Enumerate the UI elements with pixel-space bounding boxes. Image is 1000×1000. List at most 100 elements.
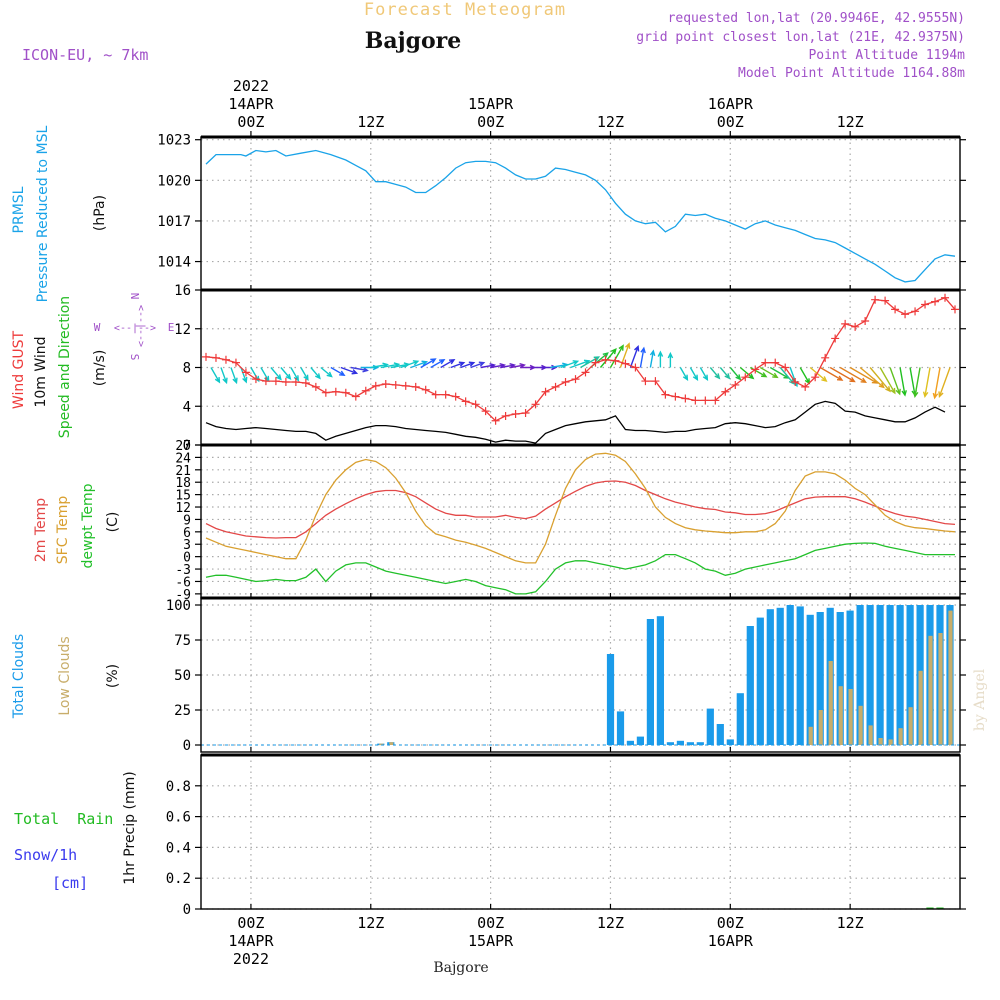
- cloud-label-low: Low Clouds: [57, 636, 73, 715]
- footer-station: Bajgore: [433, 960, 488, 976]
- precip-bars-total-rain: [926, 907, 944, 909]
- gust-marker: [201, 352, 210, 361]
- temp-side-labels: 2m Temp SFC Temp dewpt Temp (C): [33, 483, 121, 568]
- point-altitude: Point Altitude 1194m: [808, 48, 965, 63]
- wind-arrow: [922, 367, 931, 399]
- gust-marker: [911, 307, 920, 316]
- cloud-bar: [828, 661, 833, 745]
- gust-marker: [371, 381, 380, 390]
- top-axis-label: 12Z: [357, 113, 384, 131]
- wind-arrow: [340, 366, 359, 375]
- wind-yaxis: 0 4 8 12 16: [174, 283, 966, 454]
- cloud-bar: [736, 693, 744, 745]
- y-tick-label: 25: [174, 703, 191, 719]
- wind-arrow: [460, 361, 476, 369]
- cloud-bar: [918, 670, 923, 745]
- cloud-bar: [808, 726, 813, 745]
- gust-marker: [891, 305, 900, 314]
- gust-marker: [221, 355, 230, 364]
- wind-arrow: [859, 366, 885, 389]
- gust-marker: [901, 310, 910, 319]
- gust-marker: [621, 359, 630, 368]
- precip-panel: 0 0.2 0.4 0.6 0.8: [166, 753, 966, 918]
- gust-marker: [431, 390, 440, 399]
- bottom-axis-label: 00Z: [477, 914, 504, 932]
- precip-grid: [201, 755, 960, 910]
- bottom-axis-label: 14APR: [228, 932, 274, 950]
- y-tick-label: 50: [174, 668, 191, 684]
- bottom-axis-label: 12Z: [597, 914, 624, 932]
- cloud-bar: [686, 742, 694, 745]
- wind-arrow: [330, 366, 346, 377]
- gust-marker: [351, 392, 360, 401]
- wind-arrow: [689, 367, 699, 382]
- gust-markers: [201, 293, 960, 425]
- y-tick-label: 0.2: [166, 871, 191, 887]
- temperature-grid: [201, 444, 960, 598]
- compass-e: E: [168, 321, 175, 334]
- station-title: Bajgore: [365, 28, 461, 54]
- y-tick-label: 8: [183, 361, 191, 377]
- y-tick-label: 0.6: [166, 810, 191, 826]
- top-axis-label: 00Z: [237, 113, 264, 131]
- gust-marker: [681, 394, 690, 403]
- bottom-axis-label: 12Z: [357, 914, 384, 932]
- gust-marker: [951, 305, 960, 314]
- wind-arrow: [819, 366, 844, 381]
- gust-marker: [651, 377, 660, 386]
- cloud-bar: [766, 609, 774, 745]
- y-tick-label: 1014: [157, 255, 191, 271]
- cloud-bar: [786, 605, 794, 745]
- precip-label-snow: Snow/1h: [14, 846, 77, 864]
- wind-arrow: [679, 367, 689, 382]
- wind-arrow: [410, 360, 429, 369]
- precip-label-rain: Total Rain: [14, 810, 113, 828]
- gust-marker: [821, 353, 830, 362]
- pressure-unit: (hPa): [92, 195, 108, 231]
- cloud-bar: [928, 635, 933, 745]
- wind-arrow: [290, 367, 300, 382]
- wind-arrow: [400, 360, 420, 369]
- gust-marker: [631, 363, 640, 372]
- clouds-bars-total-clouds: [377, 605, 954, 746]
- cloud-bar: [716, 724, 724, 745]
- cloud-bar: [626, 740, 634, 745]
- gust-marker: [881, 296, 890, 305]
- y-tick-label: 9: [183, 513, 191, 528]
- gust-marker: [411, 382, 420, 391]
- wind-arrow: [657, 350, 664, 368]
- gust-marker: [691, 396, 700, 405]
- wind-arrow: [450, 361, 466, 369]
- gust-marker: [521, 409, 530, 418]
- gust-marker: [381, 379, 390, 388]
- precip-yaxis: 0 0.2 0.4 0.6 0.8: [166, 779, 966, 918]
- bottom-axis-label: 15APR: [468, 932, 514, 950]
- compass-s: S: [128, 354, 141, 361]
- gust-marker: [321, 388, 330, 397]
- gust-marker: [611, 356, 620, 365]
- gust-marker: [761, 358, 770, 367]
- temp-label-sfc: SFC Temp: [55, 496, 71, 565]
- wind-arrow: [759, 366, 779, 379]
- cloud-bar: [706, 708, 714, 745]
- wind-arrow: [629, 344, 640, 368]
- pressure-label-2: Pressure Reduced to MSL: [35, 125, 51, 302]
- cloud-bar: [858, 705, 863, 745]
- wind-side-labels: Wind GUST 10m Wind Speed and Direction (…: [11, 293, 174, 439]
- wind-arrow: [230, 367, 238, 385]
- gust-marker: [741, 373, 750, 382]
- bottom-axis-label: 16APR: [708, 932, 754, 950]
- pressure-label-1: PRMSL: [11, 186, 27, 233]
- gust-marker: [231, 358, 240, 367]
- model-label: ICON-EU, ~ 7km: [22, 46, 148, 64]
- y-tick-label: 1017: [157, 214, 191, 230]
- cloud-bar: [836, 612, 844, 745]
- wind-arrow: [220, 367, 228, 385]
- gust-marker: [671, 392, 680, 401]
- y-tick-label: 1023: [157, 133, 191, 149]
- credit: by Angel: [972, 668, 988, 731]
- wind-arrow: [260, 367, 270, 383]
- y-tick-label: -9: [175, 588, 191, 603]
